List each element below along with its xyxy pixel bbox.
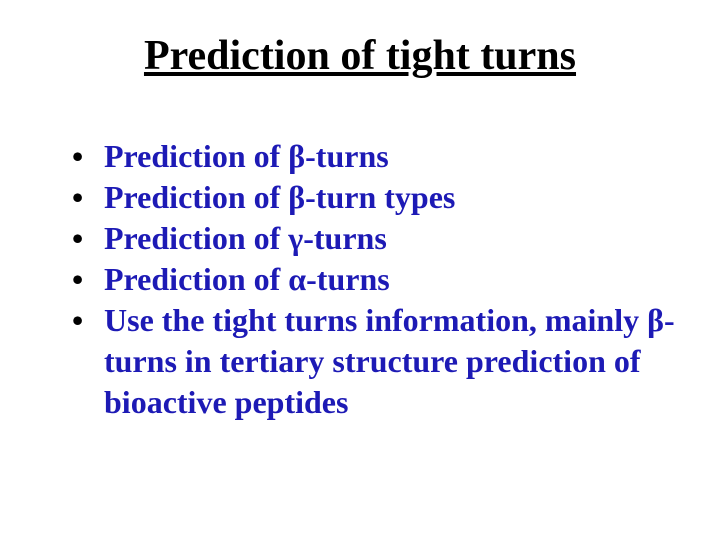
list-item-text: Prediction of γ-turns bbox=[104, 220, 387, 256]
list-item-text: Prediction of β-turns bbox=[104, 138, 389, 174]
list-item: Prediction of γ-turns bbox=[72, 218, 680, 259]
list-item-text: Prediction of β-turn types bbox=[104, 179, 455, 215]
slide-container: Prediction of tight turns Prediction of … bbox=[0, 0, 720, 540]
bullet-list: Prediction of β-turns Prediction of β-tu… bbox=[40, 136, 680, 423]
list-item-text: Prediction of α-turns bbox=[104, 261, 390, 297]
slide-title: Prediction of tight turns bbox=[40, 32, 680, 80]
list-item: Prediction of α-turns bbox=[72, 259, 680, 300]
list-item-text: Use the tight turns information, mainly … bbox=[104, 302, 675, 420]
list-item: Use the tight turns information, mainly … bbox=[72, 300, 680, 423]
list-item: Prediction of β-turns bbox=[72, 136, 680, 177]
list-item: Prediction of β-turn types bbox=[72, 177, 680, 218]
